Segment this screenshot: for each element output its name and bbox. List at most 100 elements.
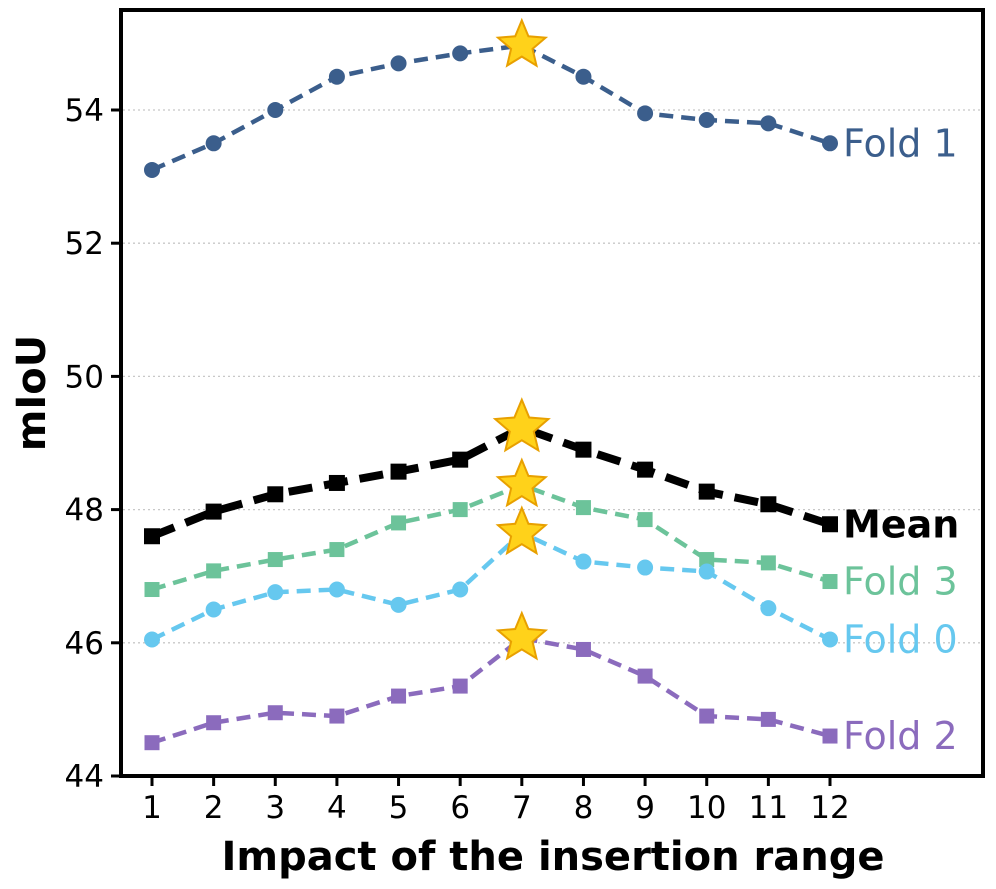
x-tick-label: 8 (574, 790, 594, 826)
y-tick-label: 52 (65, 226, 104, 262)
x-tick-label: 2 (204, 790, 224, 826)
data-point (822, 631, 838, 648)
x-tick-label: 6 (450, 790, 470, 826)
data-point (452, 678, 468, 694)
x-axis-title: Impact of the insertion range (222, 834, 885, 880)
series-line-fold-3 (151, 482, 831, 592)
x-tick-label: 10 (687, 790, 726, 826)
data-point (760, 600, 777, 617)
x-tick-label: 3 (265, 790, 285, 826)
data-point (637, 512, 653, 528)
data-point (760, 115, 777, 132)
data-point (328, 68, 345, 85)
series-label-fold-3: Fold 3 (843, 560, 958, 604)
data-point (760, 555, 776, 571)
data-point (698, 483, 715, 500)
data-point (637, 105, 654, 122)
x-axis-ticks: 1 2 3 4 5 6 7 8 9 10 11 12 (142, 776, 850, 826)
data-point (822, 516, 838, 533)
data-point (144, 735, 160, 751)
data-point (206, 715, 222, 731)
best-point-star (495, 457, 549, 508)
data-point (329, 542, 345, 558)
x-tick-label: 4 (327, 790, 347, 826)
series-fold-0 (144, 505, 838, 648)
best-point-star (495, 610, 549, 661)
best-point-star (495, 505, 549, 556)
data-point (575, 553, 592, 570)
series-fold-2 (144, 610, 838, 751)
y-tick-label: 48 (65, 493, 104, 529)
data-point (760, 496, 777, 513)
series-mean (144, 397, 838, 545)
data-point (575, 68, 592, 85)
data-point (267, 705, 283, 721)
series-fold-1 (144, 17, 838, 178)
y-tick-label: 54 (65, 93, 104, 129)
series-label-fold-0: Fold 0 (843, 617, 958, 661)
data-point (637, 668, 653, 684)
series-label-mean: Mean (843, 502, 959, 546)
data-point (144, 582, 160, 598)
series-line-mean (150, 423, 832, 540)
x-tick-label: 7 (512, 790, 532, 826)
data-point (205, 135, 222, 152)
data-point (328, 581, 345, 598)
x-tick-label: 1 (142, 790, 162, 826)
data-point (637, 461, 654, 478)
series-label-fold-2: Fold 2 (843, 714, 958, 758)
data-point (575, 641, 591, 657)
series-line-fold-2 (151, 635, 831, 745)
y-axis-title: mIoU (9, 335, 55, 452)
best-point-star (495, 17, 549, 68)
data-point (452, 45, 469, 62)
y-tick-label: 50 (65, 359, 104, 395)
data-point (575, 500, 591, 516)
y-tick-label: 44 (65, 759, 104, 795)
best-point-star (492, 397, 551, 453)
data-point (822, 574, 838, 590)
series-labels: Fold 1 Mean Fold 3 Fold 0 Fold 2 (843, 121, 959, 758)
grid-lines (123, 109, 981, 644)
data-point (144, 631, 160, 648)
data-point (452, 502, 468, 518)
data-point (575, 441, 592, 458)
data-point (822, 728, 838, 744)
data-point (328, 474, 345, 491)
series-fold-3 (144, 457, 838, 598)
data-point (391, 515, 407, 531)
series-group (144, 17, 838, 751)
series-label-fold-1: Fold 1 (843, 121, 958, 165)
data-point (206, 563, 222, 579)
data-point (267, 486, 284, 503)
data-point (452, 451, 469, 468)
x-tick-label: 11 (749, 790, 788, 826)
data-point (267, 584, 284, 601)
data-point (267, 552, 283, 568)
plot-area (119, 8, 985, 778)
series-line-fold-0 (151, 530, 832, 642)
y-tick-label: 46 (65, 626, 104, 662)
data-point (144, 161, 160, 178)
data-point (390, 55, 407, 72)
data-point (267, 102, 284, 118)
data-point (760, 711, 776, 727)
x-tick-label: 5 (389, 790, 409, 826)
data-point (452, 581, 469, 598)
data-point (391, 688, 407, 704)
data-point (699, 552, 715, 568)
data-point (390, 596, 407, 613)
data-point (698, 563, 715, 580)
data-point (637, 559, 654, 576)
data-point (144, 528, 160, 545)
x-tick-label: 9 (635, 790, 655, 826)
data-point (822, 135, 838, 152)
data-point (698, 111, 715, 128)
data-point (699, 708, 715, 724)
y-axis-ticks: 44 46 48 50 52 54 (65, 93, 121, 795)
data-point (205, 503, 222, 520)
data-point (205, 601, 222, 618)
data-point (329, 708, 345, 724)
x-tick-label: 12 (810, 790, 849, 826)
